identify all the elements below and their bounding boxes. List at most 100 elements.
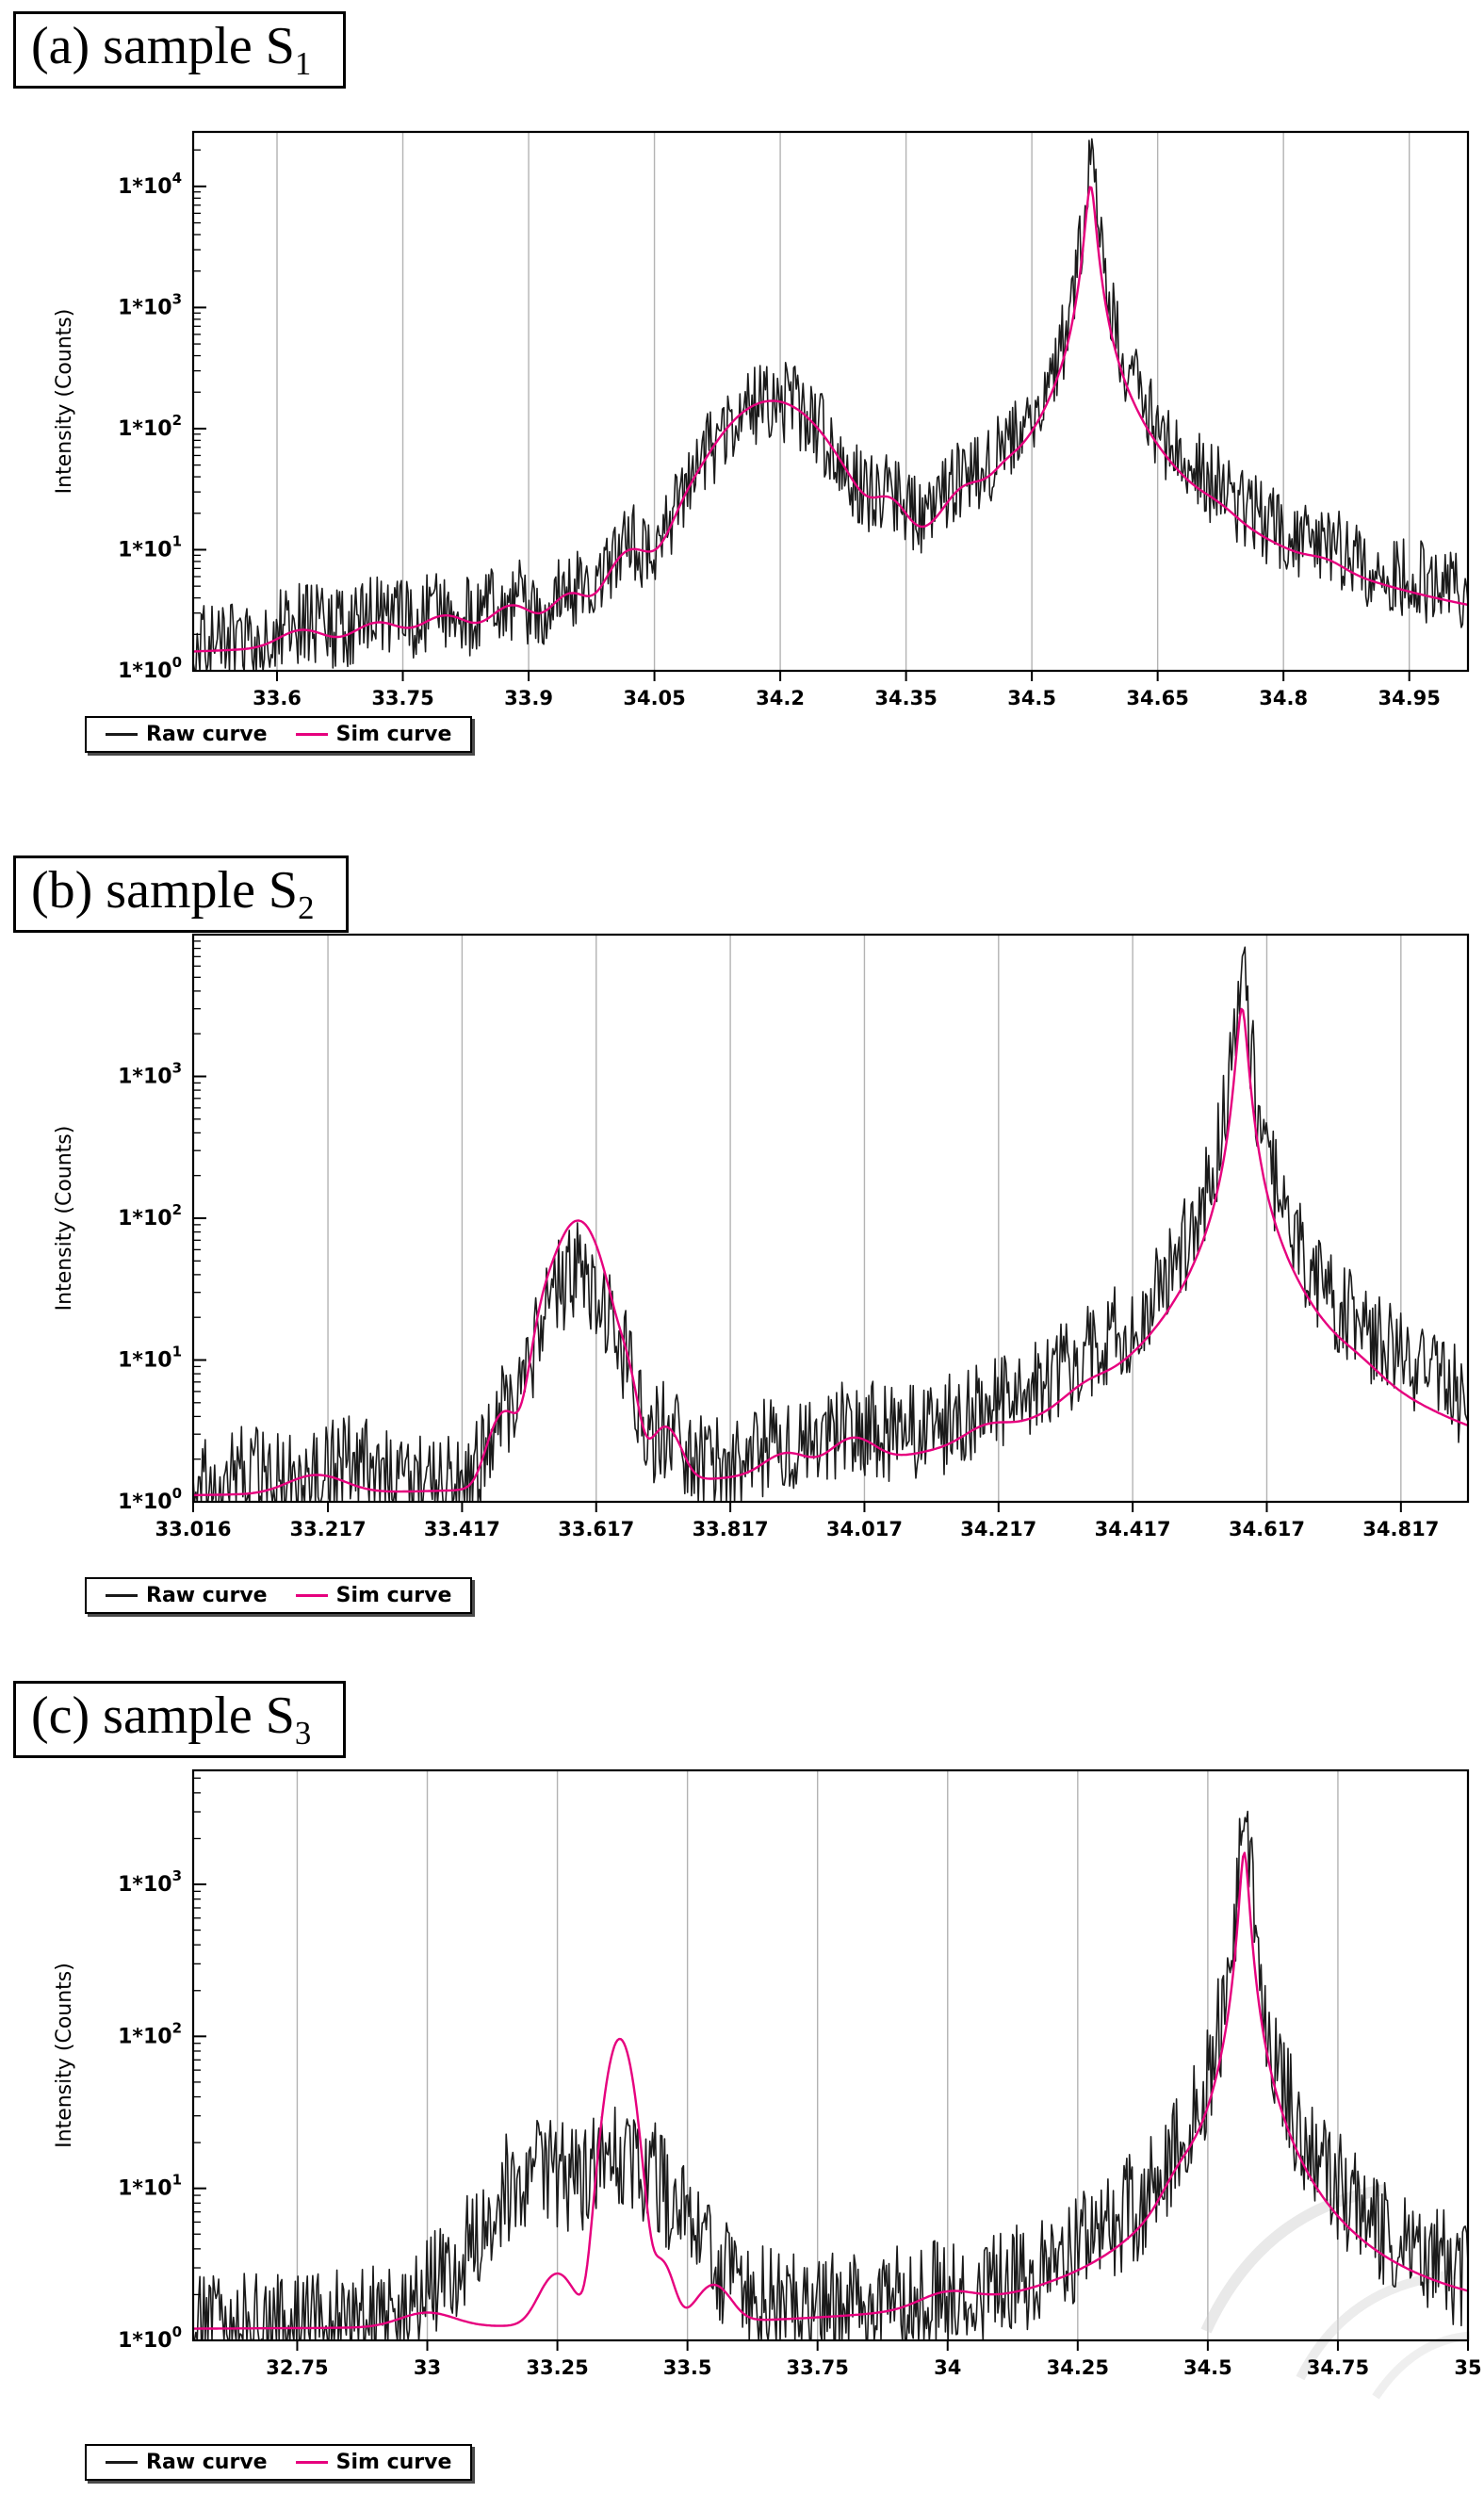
y-tick-label: 1*103	[118, 1867, 182, 1897]
y-tick-label: 1*100	[118, 1485, 182, 1514]
x-tick-label: 34.75	[1307, 2356, 1369, 2379]
panel-b-title-sub: 2	[298, 889, 315, 927]
series-curves	[193, 1810, 1468, 2340]
curve-raw-curve	[193, 138, 1468, 671]
legend-line-swatch	[295, 733, 328, 736]
y-tick-label: 1*102	[118, 2019, 182, 2048]
panel-a: (a) sample S1 1*100 1*101 1*102 1*103 1*104 3…	[0, 0, 1484, 831]
y-axis-title: Intensity (Counts)	[53, 1126, 76, 1312]
y-axis: 1*100 1*101 1*102 1*103	[118, 1777, 206, 2353]
x-axis: 32.75 33 33.25 33.5 33.75 34 34.25 34.5 34.75 35	[266, 2340, 1482, 2379]
legend-line-swatch	[106, 733, 138, 736]
x-tick-label: 34	[934, 2356, 961, 2379]
legend-line-swatch	[106, 2461, 138, 2464]
x-tick-label: 35	[1454, 2356, 1481, 2379]
x-tick-label: 33.617	[558, 1518, 634, 1540]
y-tick-label: 1*102	[118, 412, 182, 441]
y-axis-title: Intensity (Counts)	[53, 309, 76, 495]
x-tick-label: 32.75	[266, 2356, 328, 2379]
plot-border	[191, 1768, 1470, 2342]
y-axis: 1*100 1*101 1*102 1*103	[118, 940, 206, 1514]
x-tick-label: 34.017	[826, 1518, 903, 1540]
panel-c-title-text: (c) sample S	[31, 1686, 295, 1745]
x-tick-label: 34.25	[1047, 2356, 1109, 2379]
series-curves	[193, 138, 1468, 671]
legend-label: Sim curve	[335, 1584, 452, 1607]
y-tick-label: 1*100	[118, 2323, 182, 2353]
panel-c-title-sub: 3	[294, 1715, 312, 1752]
curve-sim-curve	[193, 1851, 1468, 2330]
x-tick-label: 33.016	[155, 1518, 231, 1540]
legend-b: Raw curve Sim curve	[85, 1577, 473, 1614]
x-tick-label: 34.05	[623, 687, 685, 709]
panel-b-title-text: (b) sample S	[31, 861, 299, 920]
x-tick-label: 33	[414, 2356, 441, 2379]
chart-svg-c: 1*100 1*101 1*102 1*103 32.75 33 33.25 33.5 33.7…	[53, 1768, 1482, 2400]
x-tick-label: 34.65	[1126, 687, 1188, 709]
legend-line-swatch	[295, 2461, 328, 2464]
x-tick-label: 34.35	[874, 687, 937, 709]
legend-item-raw-curve: Raw curve	[106, 723, 268, 746]
chart-svg-a: 1*100 1*101 1*102 1*103 1*104 33.6 33.75 33.9 34…	[53, 130, 1470, 709]
curve-sim-curve	[193, 1007, 1468, 1497]
legend-line-swatch	[106, 1594, 138, 1597]
x-tick-label: 33.75	[371, 687, 433, 709]
legend-line-swatch	[295, 1594, 328, 1597]
legend-item-sim-curve: Sim curve	[295, 723, 452, 746]
x-tick-label: 33.25	[526, 2356, 588, 2379]
legend-label: Raw curve	[146, 2451, 268, 2474]
plot-border	[191, 130, 1470, 673]
x-tick-label: 33.217	[290, 1518, 367, 1540]
y-tick-label: 1*102	[118, 1201, 182, 1230]
y-tick-label: 1*101	[118, 532, 182, 562]
curve-sim-curve	[193, 186, 1468, 653]
x-tick-label: 34.8	[1259, 687, 1308, 709]
gridlines	[192, 935, 1402, 1502]
chart-b: 1*100 1*101 1*102 1*103 33.016 33.217 33.417 33…	[0, 850, 1484, 1585]
x-tick-label: 34.95	[1378, 687, 1440, 709]
chart-a: 1*100 1*101 1*102 1*103 1*104 33.6 33.75 33.9 34…	[0, 38, 1484, 773]
curve-raw-curve	[193, 1810, 1468, 2340]
legend-item-raw-curve: Raw curve	[106, 1584, 268, 1607]
panel-b-title: (b) sample S2	[13, 855, 350, 934]
panel-c: (c) sample S3 1*100 1*101 1*102 1*103 32.75 3…	[0, 1662, 1484, 2493]
legend-label: Sim curve	[335, 723, 452, 746]
y-tick-label: 1*101	[118, 1344, 182, 1373]
panel-b: (b) sample S2 1*100 1*101 1*102 1*103 33.016…	[0, 831, 1484, 1662]
gridlines	[276, 132, 1411, 671]
y-tick-label: 1*104	[118, 170, 182, 199]
x-tick-label: 33.417	[424, 1518, 500, 1540]
y-axis: 1*100 1*101 1*102 1*103 1*104	[118, 149, 206, 683]
y-tick-label: 1*100	[118, 654, 182, 683]
legend-label: Raw curve	[146, 723, 268, 746]
x-tick-label: 34.617	[1229, 1518, 1305, 1540]
y-tick-label: 1*103	[118, 1060, 182, 1089]
x-tick-label: 33.75	[786, 2356, 848, 2379]
y-tick-label: 1*103	[118, 290, 182, 319]
panel-a-title-sub: 1	[294, 45, 312, 83]
x-tick-label: 33.9	[504, 687, 553, 709]
gridlines	[296, 1770, 1469, 2340]
x-tick-label: 33.5	[663, 2356, 712, 2379]
legend-label: Sim curve	[335, 2451, 452, 2474]
panel-c-title: (c) sample S3	[13, 1681, 347, 1759]
x-tick-label: 34.217	[960, 1518, 1036, 1540]
legend-item-sim-curve: Sim curve	[295, 2451, 452, 2474]
x-axis: 33.6 33.75 33.9 34.05 34.2 34.35 34.5 34.65 34.8…	[253, 671, 1441, 709]
chart-c: 1*100 1*101 1*102 1*103 32.75 33 33.25 33.5 33.7…	[0, 1681, 1484, 2416]
y-tick-label: 1*101	[118, 2172, 182, 2201]
x-tick-label: 34.5	[1007, 687, 1056, 709]
panel-a-title-text: (a) sample S	[31, 17, 295, 75]
x-tick-label: 33.817	[693, 1518, 769, 1540]
x-tick-label: 34.417	[1095, 1518, 1171, 1540]
x-tick-label: 34.2	[756, 687, 805, 709]
legend-a: Raw curve Sim curve	[85, 716, 473, 753]
panel-a-title: (a) sample S1	[13, 11, 347, 90]
legend-c: Raw curve Sim curve	[85, 2444, 473, 2481]
legend-item-raw-curve: Raw curve	[106, 2451, 268, 2474]
x-tick-label: 34.817	[1362, 1518, 1439, 1540]
y-axis-title: Intensity (Counts)	[53, 1963, 76, 2148]
x-axis: 33.016 33.217 33.417 33.617 33.817 34.017 34.2…	[155, 1502, 1439, 1540]
